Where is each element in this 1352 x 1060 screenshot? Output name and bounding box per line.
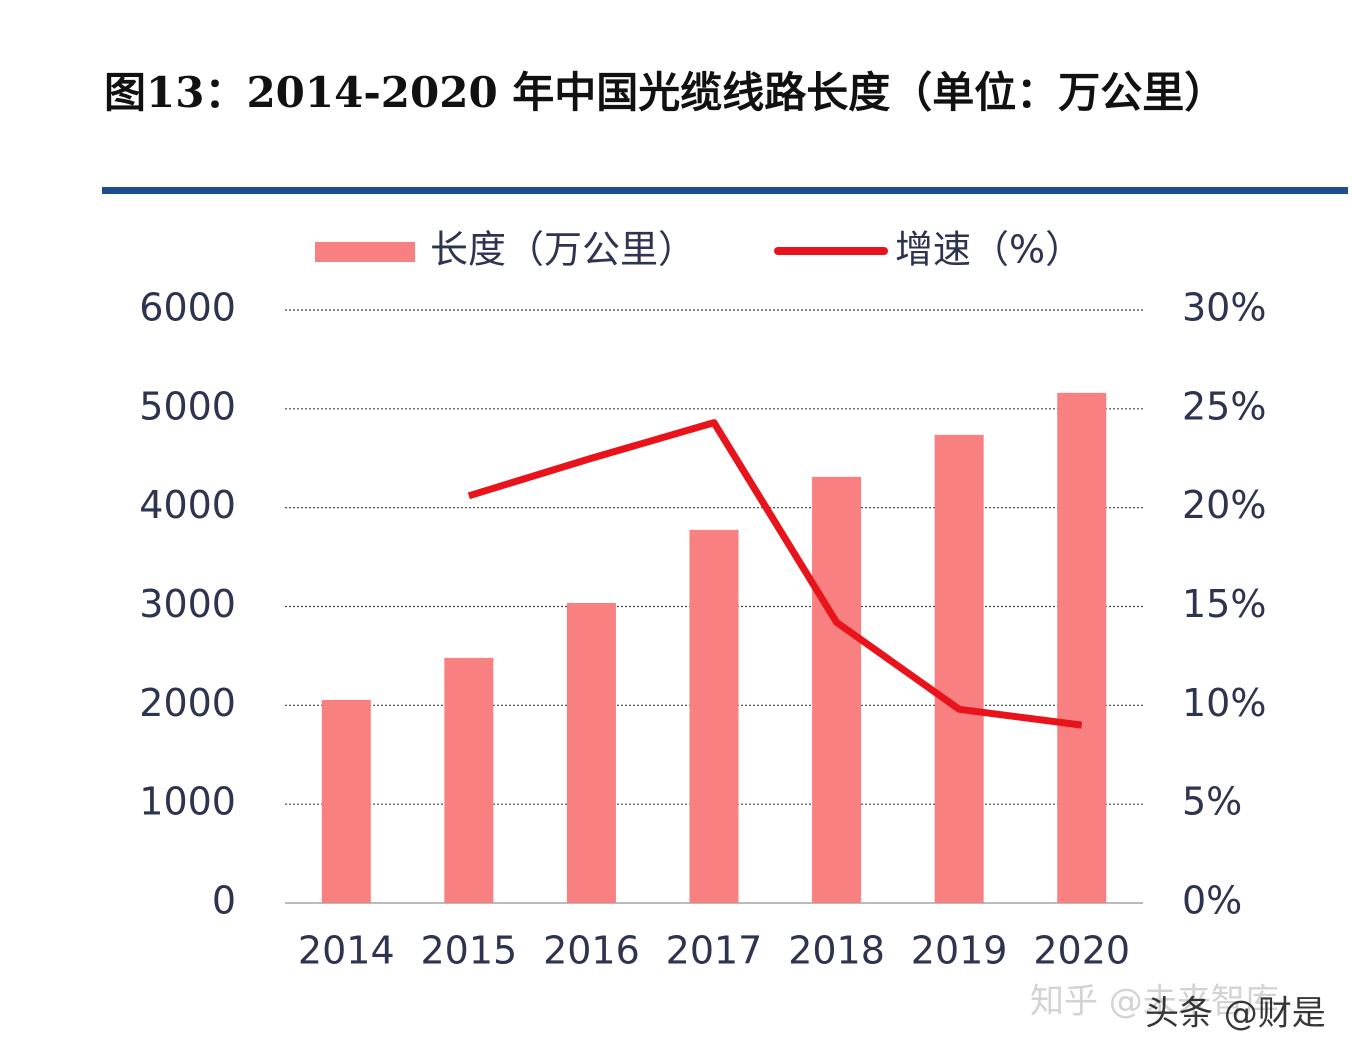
- x-tick-label: 2016: [543, 929, 640, 973]
- title-rule: [102, 187, 1348, 194]
- y-tick-label: 1000: [139, 780, 236, 824]
- x-tick-label: 2014: [298, 929, 395, 973]
- bar: [444, 657, 494, 903]
- y2-tick-label: 5%: [1182, 780, 1242, 824]
- bar: [321, 699, 371, 903]
- x-tick-label: 2018: [788, 929, 885, 973]
- x-tick-label: 2020: [1033, 929, 1130, 973]
- chart-title: 图13：2014-2020 年中国光缆线路长度（单位：万公里）: [104, 68, 1226, 117]
- y-tick-label: 4000: [139, 483, 236, 527]
- legend-label: 长度（万公里）: [430, 228, 696, 272]
- bar: [812, 476, 862, 903]
- y-tick-label: 0: [212, 879, 236, 923]
- y-tick-label: 2000: [139, 681, 236, 725]
- y2-tick-label: 25%: [1182, 384, 1266, 428]
- y2-tick-label: 15%: [1182, 582, 1266, 626]
- x-tick-label: 2015: [420, 929, 517, 973]
- watermark: 头条 @财是: [1145, 994, 1326, 1034]
- y2-tick-label: 10%: [1182, 681, 1266, 725]
- x-tick-label: 2019: [911, 929, 1008, 973]
- bar: [566, 602, 616, 903]
- y2-tick-label: 20%: [1182, 483, 1266, 527]
- y-tick-label: 3000: [139, 582, 236, 626]
- legend-swatch: [315, 242, 415, 262]
- legend-label: 增速（%）: [895, 228, 1083, 272]
- bar: [1057, 392, 1107, 903]
- bar: [934, 434, 984, 903]
- line: [467, 419, 1083, 729]
- y2-tick-label: 30%: [1182, 286, 1266, 330]
- y-tick-label: 6000: [139, 286, 236, 330]
- x-tick-label: 2017: [666, 929, 763, 973]
- bar: [689, 529, 739, 903]
- watermark: 知乎 @未来智库: [1030, 982, 1279, 1022]
- y2-tick-label: 0%: [1182, 879, 1242, 923]
- y-tick-label: 5000: [139, 384, 236, 428]
